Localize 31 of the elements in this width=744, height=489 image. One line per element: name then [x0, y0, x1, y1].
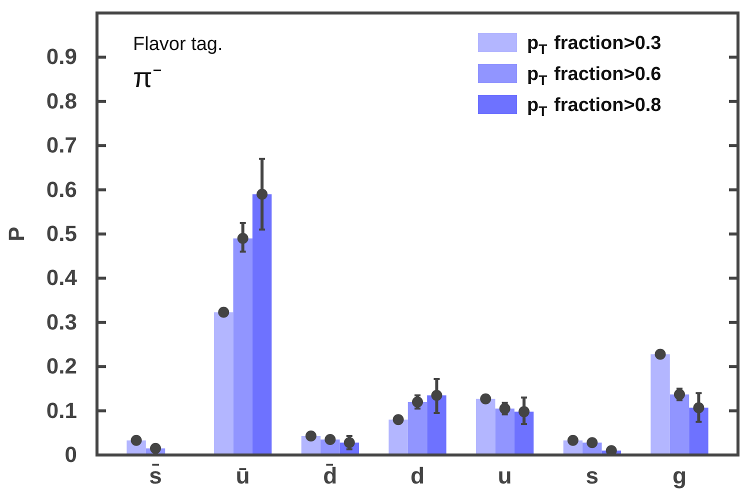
y-tick-label: 0.1	[46, 398, 77, 423]
x-tick-label: g	[672, 462, 687, 488]
y-tick-label: 0.6	[46, 176, 77, 202]
y-tick-label: 0	[64, 442, 77, 468]
legend-label: p$_{T}$ fraction>0.3	[527, 33, 662, 57]
y-tick-label: 0.3	[46, 309, 77, 334]
bar	[650, 354, 670, 455]
bar	[476, 398, 496, 455]
x-tick-label: d̄	[323, 462, 338, 488]
y-tick-label: 0.2	[46, 354, 77, 379]
x-tick-label: s	[586, 462, 599, 488]
legend-label: p$_{T}$ fraction>0.6	[527, 64, 662, 88]
legend-label: p$_{T}$ fraction>0.8	[527, 95, 662, 119]
y-axis-title: P	[4, 226, 29, 242]
annotation: Flavor tag.	[133, 34, 223, 55]
y-tick-label: 0.9	[46, 44, 77, 70]
bar	[670, 394, 690, 455]
bar	[233, 238, 252, 455]
x-tick-label: s̄	[149, 462, 162, 488]
y-tick-label: 0.5	[46, 221, 77, 246]
x-tick-label: ū	[236, 462, 250, 488]
y-tick-label: 0.8	[46, 88, 77, 114]
y-tick-label: 0.4	[46, 265, 78, 290]
bar	[408, 402, 428, 455]
x-tick-label: u	[498, 462, 512, 488]
bar	[495, 408, 514, 455]
bar	[214, 312, 234, 455]
annotation: π⁻	[133, 62, 162, 93]
y-tick-label: 0.7	[46, 132, 77, 158]
x-tick-label: d	[410, 462, 425, 488]
bar	[252, 194, 272, 455]
